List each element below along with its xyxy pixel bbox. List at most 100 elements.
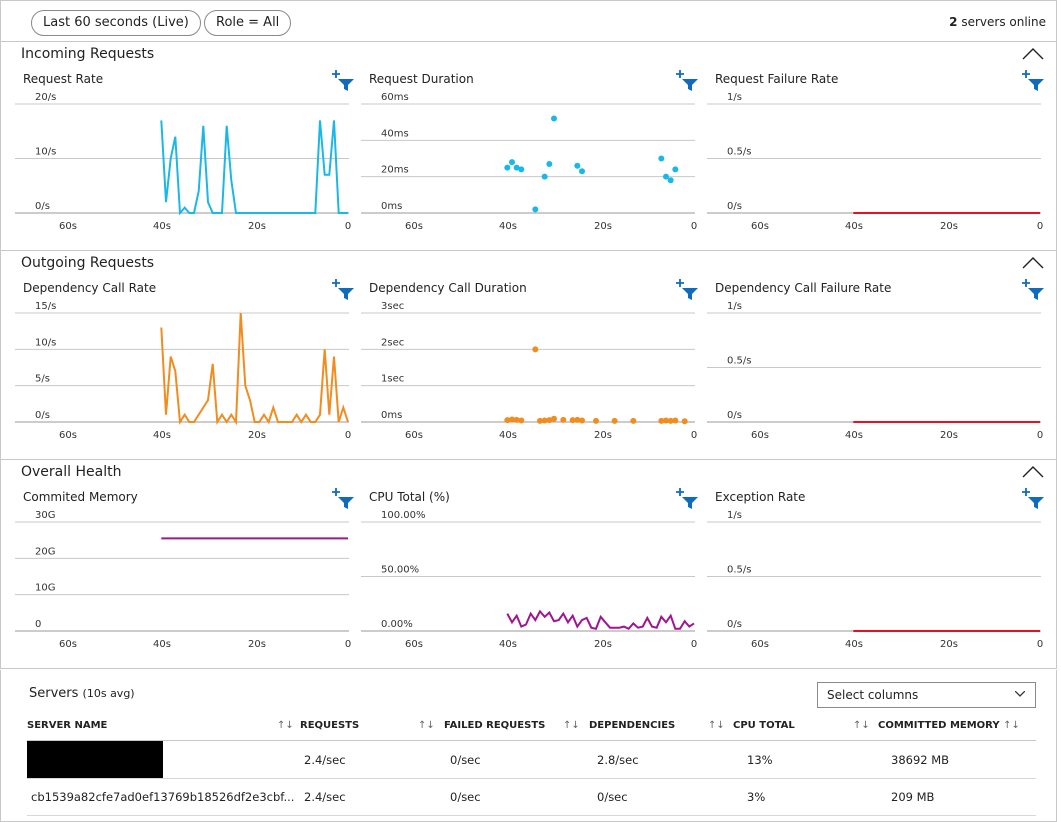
x-tick-label: 40s [153, 430, 171, 441]
y-tick-label: 0ms [381, 410, 402, 421]
x-tick-label: 20s [594, 221, 612, 232]
data-point [551, 415, 557, 422]
server-name-cell: cb1539a82cfe7ad0ef13769b18526df2e3cbf... [27, 778, 300, 816]
failed-requests-cell: 0/sec [444, 740, 589, 779]
data-point [513, 164, 520, 171]
data-point [667, 417, 674, 424]
chart-title: Request Duration [369, 72, 474, 86]
col-failed-requests[interactable]: FAILED REQUESTS [444, 710, 563, 741]
section-3: Overall Health Commited Memory 30G 20G 10G 0 6… [0, 460, 1057, 669]
add-filter-icon[interactable] [331, 70, 355, 92]
sort-server-name-icon[interactable]: ↑↓ [277, 710, 300, 741]
servers-table: SERVER NAME ↑↓ REQUESTS ↑↓ FAILED REQUES… [27, 710, 1036, 816]
y-tick-label: 3sec [381, 301, 404, 312]
add-filter-icon[interactable] [675, 488, 699, 510]
y-tick-label: 30G [35, 510, 55, 521]
select-columns-dropdown[interactable]: Select columns [817, 682, 1036, 708]
chart-request-failure-rate: Request Failure Rate 1/s 0.5/s 0/s 60s 40s 20s… [705, 42, 1044, 251]
sort-failed-requests-icon[interactable]: ↑↓ [563, 710, 589, 741]
data-point [667, 177, 674, 184]
add-filter-icon[interactable] [675, 279, 699, 301]
x-tick-label: 0 [345, 639, 351, 650]
requests-cell: 2.4/sec [300, 778, 444, 816]
x-tick-label: 40s [845, 430, 863, 441]
y-tick-label: 15/s [35, 301, 56, 312]
data-point [658, 155, 665, 162]
sort-dependencies-icon[interactable]: ↑↓ [708, 710, 733, 741]
collapse-chevron-up-icon[interactable] [1022, 46, 1044, 60]
col-requests[interactable]: REQUESTS [300, 710, 418, 741]
chart-dependency-call-rate: Dependency Call Rate 15/s 10/s 5/s 0/s 60s 40s… [13, 251, 354, 460]
data-point [551, 115, 557, 122]
x-tick-label: 20s [940, 221, 958, 232]
col-cpu-total[interactable]: CPU TOTAL [733, 710, 853, 741]
data-point [518, 166, 525, 173]
col-committed-memory[interactable]: COMMITTED MEMORY ↑↓ [878, 710, 1036, 741]
add-filter-icon[interactable] [675, 70, 699, 92]
col-dependencies[interactable]: DEPENDENCIES [589, 710, 708, 741]
y-tick-label: 2sec [381, 337, 404, 348]
chart-title: Request Failure Rate [715, 72, 839, 86]
sort-requests-icon[interactable]: ↑↓ [418, 710, 444, 741]
x-tick-label: 0 [691, 430, 697, 441]
x-tick-label: 60s [405, 639, 423, 650]
sort-cpu-total-icon[interactable]: ↑↓ [853, 710, 878, 741]
data-point [560, 416, 567, 423]
y-tick-label: 20G [35, 546, 55, 557]
committed-memory-cell: 38692 MB [878, 740, 1036, 779]
x-tick-label: 60s [751, 430, 769, 441]
table-row[interactable]: cb1539a82cfe7ad0ef13769b18526df2e3cbf...… [27, 778, 1036, 816]
x-tick-label: 60s [751, 639, 769, 650]
x-tick-label: 40s [845, 639, 863, 650]
add-filter-icon[interactable] [1021, 488, 1045, 510]
plot-area: 1/s 0.5/s 0/s 60s 40s 20s 0 [707, 301, 1043, 441]
data-point [513, 416, 520, 423]
chart-cpu-total-: CPU Total (%) 100.00% 50.00% 0.00% 60s 40s 20s… [359, 460, 698, 669]
role-filter-button[interactable]: Role = All [204, 10, 292, 36]
y-tick-label: 0.5/s [727, 356, 751, 367]
data-point [681, 418, 688, 425]
data-point [569, 417, 576, 424]
chart-title: Dependency Call Duration [369, 281, 527, 295]
x-tick-label: 0 [1037, 639, 1043, 650]
add-filter-icon[interactable] [1021, 279, 1045, 301]
plot-area: 1/s 0.5/s 0/s 60s 40s 20s 0 [707, 92, 1043, 232]
x-tick-label: 40s [153, 639, 171, 650]
y-tick-label: 0.5/s [727, 147, 751, 158]
data-point [509, 159, 515, 166]
data-point [663, 417, 669, 424]
time-range-button[interactable]: Last 60 seconds (Live) [31, 10, 201, 36]
y-tick-label: 1sec [381, 374, 404, 385]
y-tick-label: 0/s [35, 201, 50, 212]
collapse-chevron-up-icon[interactable] [1022, 255, 1044, 269]
data-point [504, 164, 511, 171]
y-tick-label: 20/s [35, 92, 56, 103]
x-tick-label: 60s [405, 430, 423, 441]
add-filter-icon[interactable] [331, 488, 355, 510]
y-tick-label: 10/s [35, 147, 56, 158]
x-tick-label: 0 [1037, 430, 1043, 441]
servers-online-label: servers online [961, 15, 1046, 29]
x-tick-label: 20s [940, 430, 958, 441]
x-tick-label: 60s [59, 430, 77, 441]
x-tick-label: 20s [594, 639, 612, 650]
col-server-name[interactable]: SERVER NAME [27, 710, 277, 741]
table-row[interactable]: 2.4/sec 0/sec 2.8/sec 13% 38692 MB [27, 740, 1036, 779]
table-header-row: SERVER NAME ↑↓ REQUESTS ↑↓ FAILED REQUES… [27, 710, 1036, 741]
data-point [658, 417, 665, 424]
servers-title: Servers (10s avg) [29, 686, 135, 701]
y-tick-label: 0ms [381, 201, 402, 212]
x-tick-label: 60s [751, 221, 769, 232]
y-tick-label: 100.00% [381, 510, 426, 521]
data-point [611, 417, 618, 424]
data-point [672, 417, 679, 424]
chart-request-rate: Request Rate 20/s 10/s 0/s 60s 40s 20s 0 [13, 42, 354, 251]
add-filter-icon[interactable] [1021, 70, 1045, 92]
data-point [532, 346, 539, 353]
chart-commited-memory: Commited Memory 30G 20G 10G 0 60s 40s 20s 0 [13, 460, 354, 669]
add-filter-icon[interactable] [331, 279, 355, 301]
y-tick-label: 40ms [381, 128, 409, 139]
plot-area: 15/s 10/s 5/s 0/s 60s 40s 20s 0 [15, 301, 351, 441]
collapse-chevron-up-icon[interactable] [1022, 464, 1044, 478]
